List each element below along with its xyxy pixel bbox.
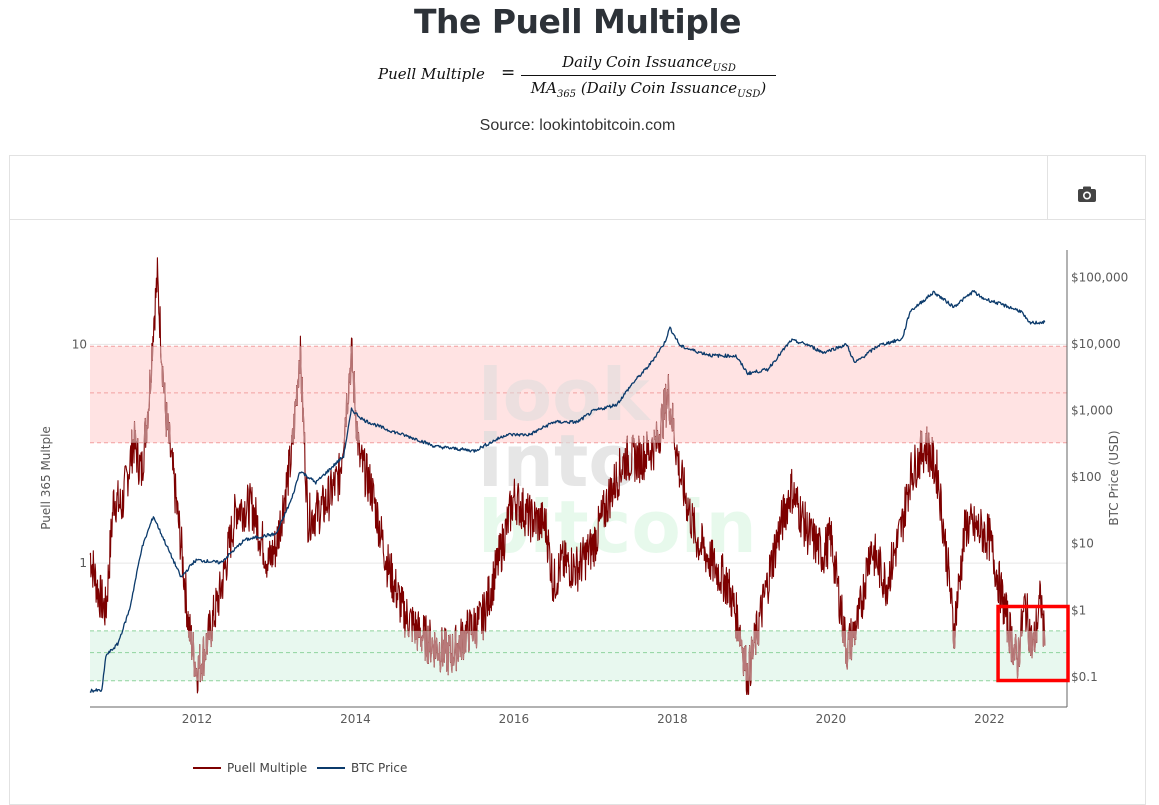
- x-tick-label: 2020: [816, 712, 847, 726]
- toolbar-divider: [1047, 156, 1048, 219]
- denominator-prefix: MA: [530, 79, 557, 97]
- legend-label: Puell Multiple: [227, 761, 307, 775]
- zone-bands: [90, 345, 1067, 682]
- fraction-bar: [521, 75, 776, 76]
- formula-equals: =: [501, 63, 516, 83]
- legend-item-puell-multiple[interactable]: Puell Multiple: [193, 761, 307, 775]
- y2-tick-label: $100: [1071, 470, 1102, 484]
- puell-formula: Puell Multiple = Daily Coin IssuanceUSD …: [378, 50, 778, 106]
- numerator-sub: USD: [712, 63, 736, 74]
- x-tick-label: 2012: [182, 712, 213, 726]
- y2-tick-label: $0.1: [1071, 670, 1098, 684]
- formula-numerator: Daily Coin IssuanceUSD: [523, 53, 775, 74]
- gridlines: [90, 343, 1067, 564]
- x-tick-label: 2018: [657, 712, 688, 726]
- numerator-text: Daily Coin Issuance: [562, 53, 713, 71]
- highlight-box: [996, 604, 1070, 683]
- page-title: The Puell Multiple: [413, 2, 742, 41]
- legend: Puell Multiple BTC Price: [193, 761, 407, 775]
- denominator-close: ): [760, 79, 767, 97]
- denominator-body: (Daily Coin Issuance: [576, 79, 738, 97]
- formula-lhs: Puell Multiple: [378, 65, 485, 83]
- denominator-prefix-sub: 365: [556, 89, 577, 100]
- y2-tick-label: $1,000: [1071, 404, 1113, 418]
- y2-tick-label: $100,000: [1071, 270, 1128, 284]
- axes: 1 10 2012 2014 2016 2018 2020 2022 $0.1 $1 $10 $100…: [39, 250, 1128, 726]
- legend-label: BTC Price: [351, 761, 407, 775]
- btc-price-line: [89, 290, 1046, 693]
- y2-tick-label: $1: [1071, 603, 1086, 617]
- series-layer: [89, 257, 1046, 696]
- puell-multiple-line: [89, 257, 1046, 696]
- x-tick-label: 2022: [974, 712, 1005, 726]
- overvalued-zone: [90, 346, 1067, 443]
- watermark-look: look: [478, 353, 652, 437]
- source-credit: Source: lookintobitcoin.com: [479, 117, 676, 134]
- undervalued-zone: [90, 630, 1067, 681]
- y-axis-title: Puell 365 Multple: [39, 426, 53, 530]
- y-tick-label: 10: [72, 337, 87, 351]
- legend-item-btc-price[interactable]: BTC Price: [317, 761, 407, 775]
- y2-axis-title: BTC Price (USD): [1107, 430, 1121, 525]
- y2-tick-label: $10,000: [1071, 337, 1121, 351]
- camera-icon[interactable]: [1077, 185, 1097, 203]
- x-tick-label: 2014: [340, 712, 371, 726]
- y-tick-label: 1: [79, 556, 87, 570]
- x-tick-label: 2016: [499, 712, 530, 726]
- highlight-box-layer: [996, 604, 1070, 683]
- denominator-sub: USD: [737, 89, 761, 100]
- y2-tick-label: $10: [1071, 537, 1094, 551]
- chart-toolbar: [10, 156, 1145, 220]
- formula-denominator: MA365 (Daily Coin IssuanceUSD): [521, 79, 776, 100]
